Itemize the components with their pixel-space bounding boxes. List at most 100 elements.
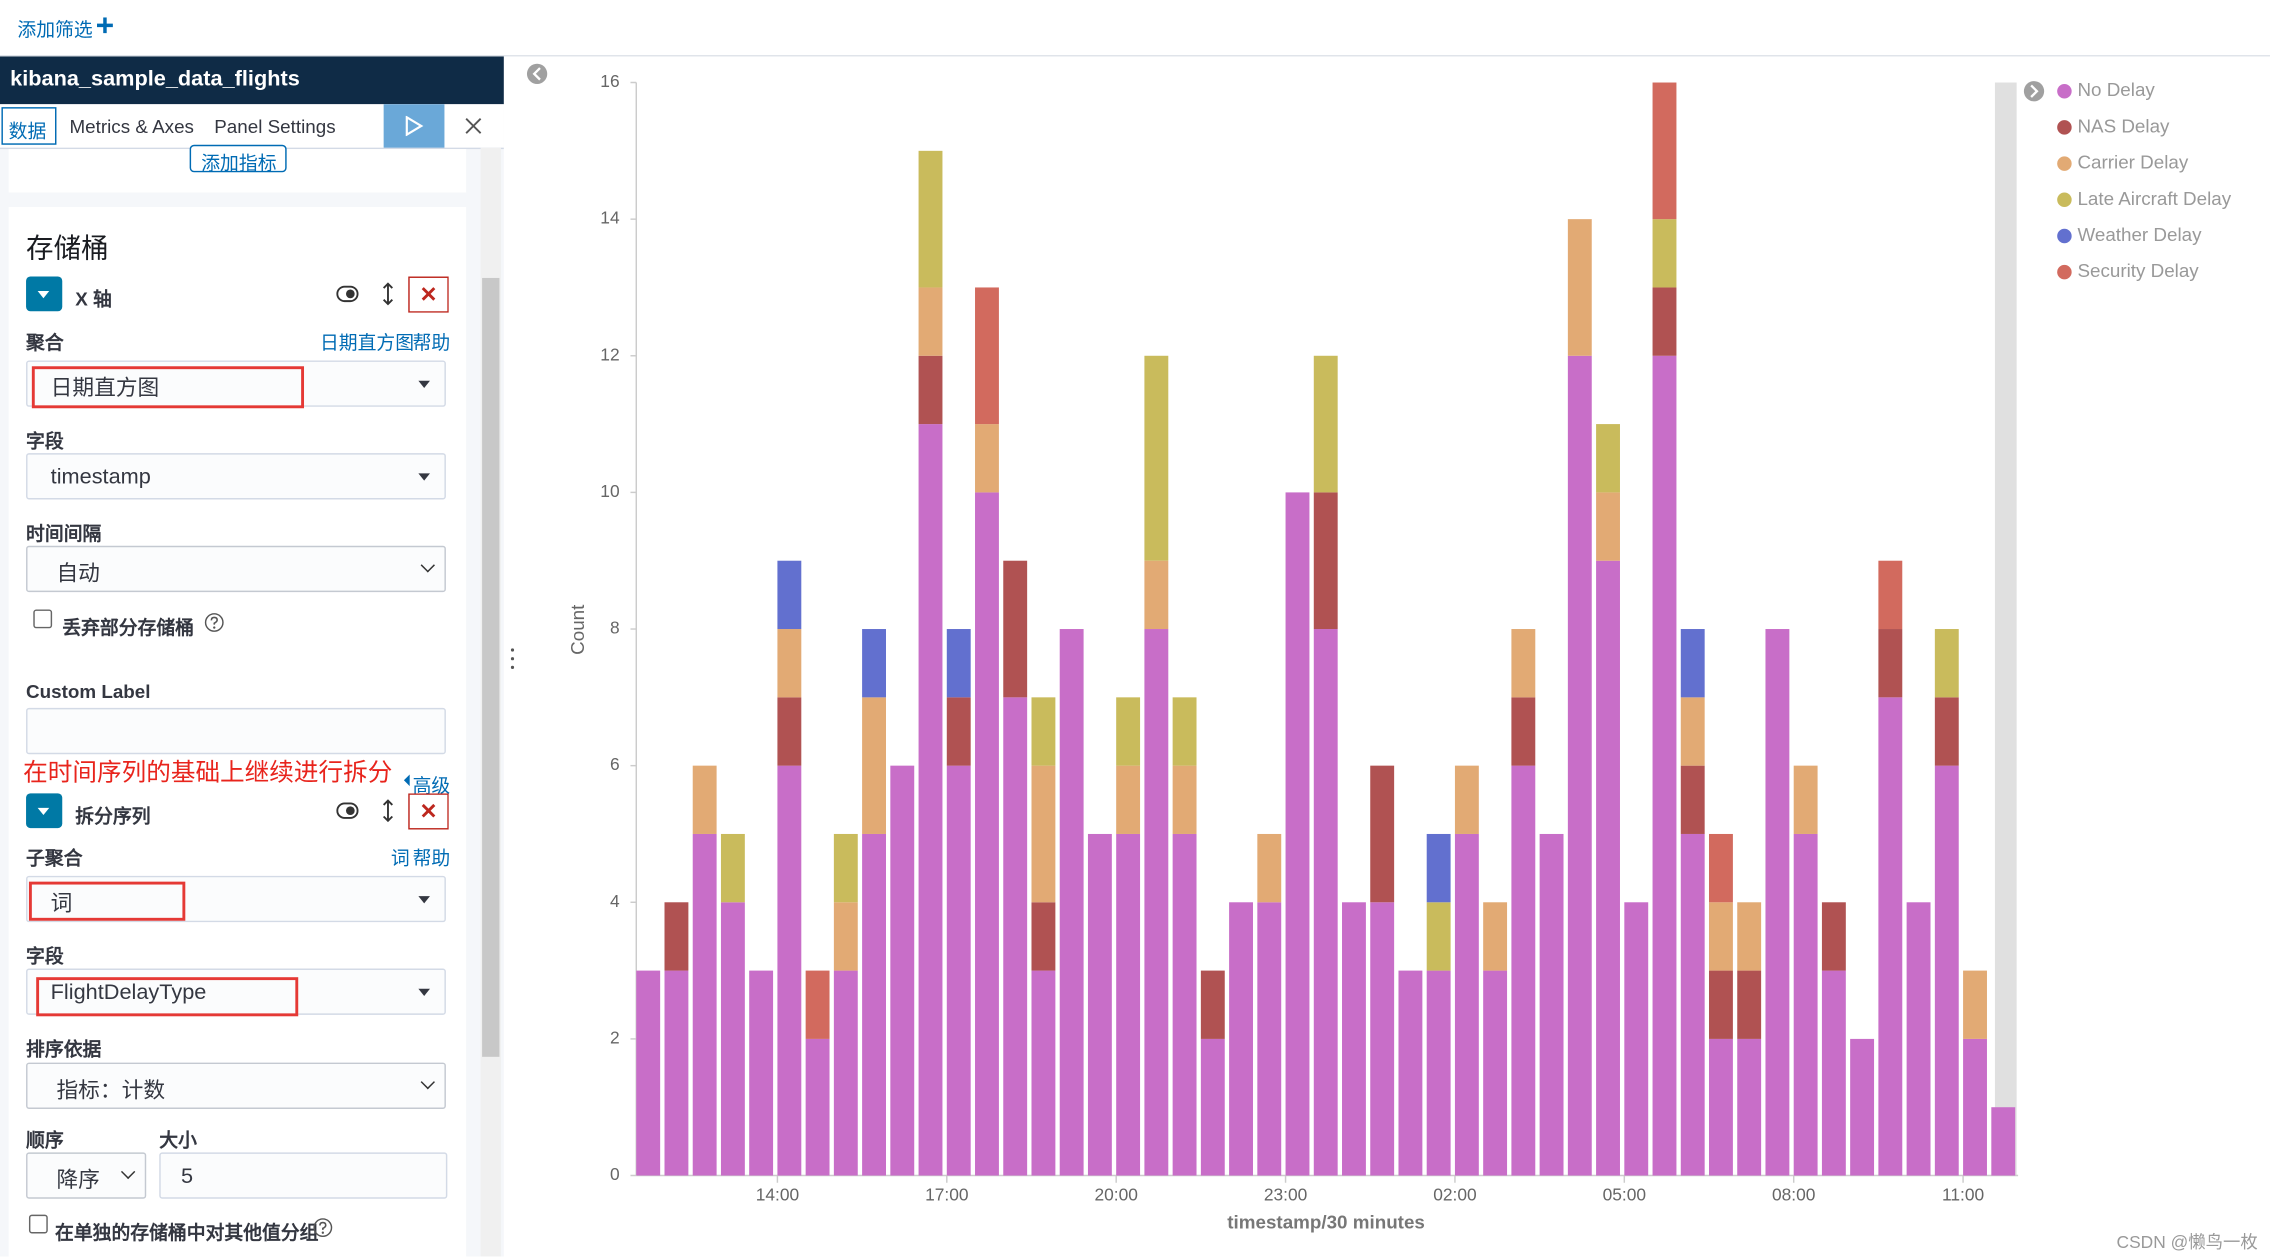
bar-segment — [946, 697, 971, 766]
bar-segment — [1793, 765, 1818, 834]
bar-segment — [1285, 492, 1310, 1176]
bar-segment — [1652, 287, 1677, 356]
select-value: 指标：计数 — [56, 1078, 166, 1104]
x-tick-label: 17:00 — [925, 1184, 968, 1204]
bar-segment — [918, 287, 943, 356]
select[interactable]: 自动 — [26, 545, 446, 593]
apply-button[interactable] — [383, 104, 445, 148]
bar-segment — [1652, 355, 1677, 1176]
field-label: 字段 — [26, 945, 64, 968]
bar-segment — [1850, 1038, 1875, 1176]
add-filter[interactable]: 添加筛选 — [17, 18, 93, 41]
bar-segment — [1963, 970, 1987, 1039]
tab[interactable]: Panel Settings — [214, 115, 336, 138]
select-value: timestamp — [50, 464, 151, 490]
y-tick-label: 14 — [600, 208, 620, 228]
help-link[interactable]: 帮助 — [412, 331, 451, 354]
bar-segment — [1200, 1038, 1225, 1176]
add-metric[interactable]: 添加指标 — [201, 152, 277, 174]
bar-segment — [749, 970, 774, 1176]
bar-segment — [975, 492, 999, 1176]
select[interactable]: 降序 — [26, 1152, 147, 1199]
tab[interactable]: Metrics & Axes — [69, 115, 194, 138]
bar-segment — [1003, 697, 1028, 1176]
checkbox-label: 在单独的存储桶中对其他值分组 — [55, 1221, 319, 1244]
agg-actions[interactable] — [330, 793, 449, 830]
close-icon[interactable] — [465, 117, 482, 134]
advanced-link[interactable]: 高级 — [412, 774, 451, 797]
bar-segment — [777, 697, 802, 766]
tab[interactable]: 数据 — [8, 120, 47, 142]
bar-segment — [1878, 560, 1903, 630]
y-tick-label: 2 — [610, 1027, 620, 1047]
agg-actions[interactable] — [330, 276, 449, 313]
bar-segment — [1144, 629, 1169, 1176]
watermark: CSDN @懒鸟一枚 — [2116, 1231, 2258, 1253]
bar-segment — [1709, 970, 1733, 1039]
bar-segment — [1116, 765, 1141, 834]
resize-handle — [510, 648, 515, 652]
field-label: 大小 — [159, 1129, 197, 1151]
help-link[interactable]: 帮助 — [412, 846, 451, 869]
help-icon[interactable] — [204, 612, 224, 632]
bar-segment — [1370, 765, 1395, 903]
resize-handle — [510, 657, 515, 661]
collapse-toggle[interactable] — [26, 793, 63, 829]
add-metric-button[interactable] — [189, 144, 287, 173]
bar-segment — [1172, 833, 1197, 1176]
y-tick-label: 0 — [610, 1164, 620, 1184]
y-tick-label: 4 — [610, 891, 620, 911]
legend-toggle — [2023, 81, 2045, 102]
bar-segment — [833, 902, 858, 971]
tab-active — [1, 107, 57, 145]
bar-segment — [833, 970, 858, 1176]
chart: Count timestamp/30 minutes 0 2 4 6 8 10 12 14 16 14… — [510, 63, 2232, 1232]
bar-segment — [1172, 765, 1197, 834]
bar-segment — [1483, 970, 1508, 1176]
bar-segment — [1680, 833, 1705, 1176]
bar-segment — [862, 629, 886, 698]
select-value: FlightDelayType — [50, 980, 207, 1005]
bar-segment — [1511, 765, 1536, 1176]
bar-segment — [777, 765, 802, 1176]
bar-segment — [1426, 833, 1451, 903]
x-tick-label: 23:00 — [1264, 1184, 1307, 1204]
legend-swatch — [2057, 156, 2072, 171]
bar-segment — [664, 902, 689, 971]
bar-segment — [1483, 902, 1508, 971]
collapse-icon — [526, 63, 548, 84]
collapse-toggle[interactable] — [26, 276, 63, 312]
bar-segment — [1454, 765, 1479, 834]
bar-segment — [1765, 629, 1790, 1176]
checkbox[interactable] — [33, 609, 53, 629]
bar-segment — [946, 629, 971, 698]
help-icon[interactable] — [313, 1218, 333, 1238]
play-icon — [405, 115, 424, 137]
x-tick-label: 08:00 — [1772, 1184, 1815, 1204]
number-input[interactable]: 5 — [159, 1152, 448, 1199]
agg-link[interactable]: 词 — [390, 846, 410, 869]
bar-segment — [1680, 629, 1705, 698]
index-title: kibana_sample_data_flights — [10, 66, 300, 92]
resize-handle — [510, 665, 515, 669]
highlight-box — [31, 366, 305, 409]
bar-segment — [862, 697, 886, 834]
x-tick-label: 14:00 — [756, 1184, 799, 1204]
bar-segment — [1567, 219, 1592, 356]
bar-segment — [777, 629, 802, 698]
text-input[interactable] — [26, 707, 446, 755]
select[interactable]: timestamp — [26, 453, 446, 500]
checkbox[interactable] — [28, 1214, 48, 1234]
bar-segment — [1680, 697, 1705, 766]
bar-segment — [1709, 902, 1733, 971]
bar-segment — [720, 902, 745, 1176]
bar-segment — [1963, 1038, 1987, 1176]
scrollbar[interactable] — [480, 147, 501, 1257]
field-label: 时间间隔 — [26, 522, 102, 545]
select[interactable]: 指标：计数 — [26, 1062, 446, 1109]
bar-segment — [1257, 833, 1282, 903]
agg-link[interactable]: 日期直方图 — [319, 331, 415, 354]
field-label: 聚合 — [26, 331, 64, 354]
